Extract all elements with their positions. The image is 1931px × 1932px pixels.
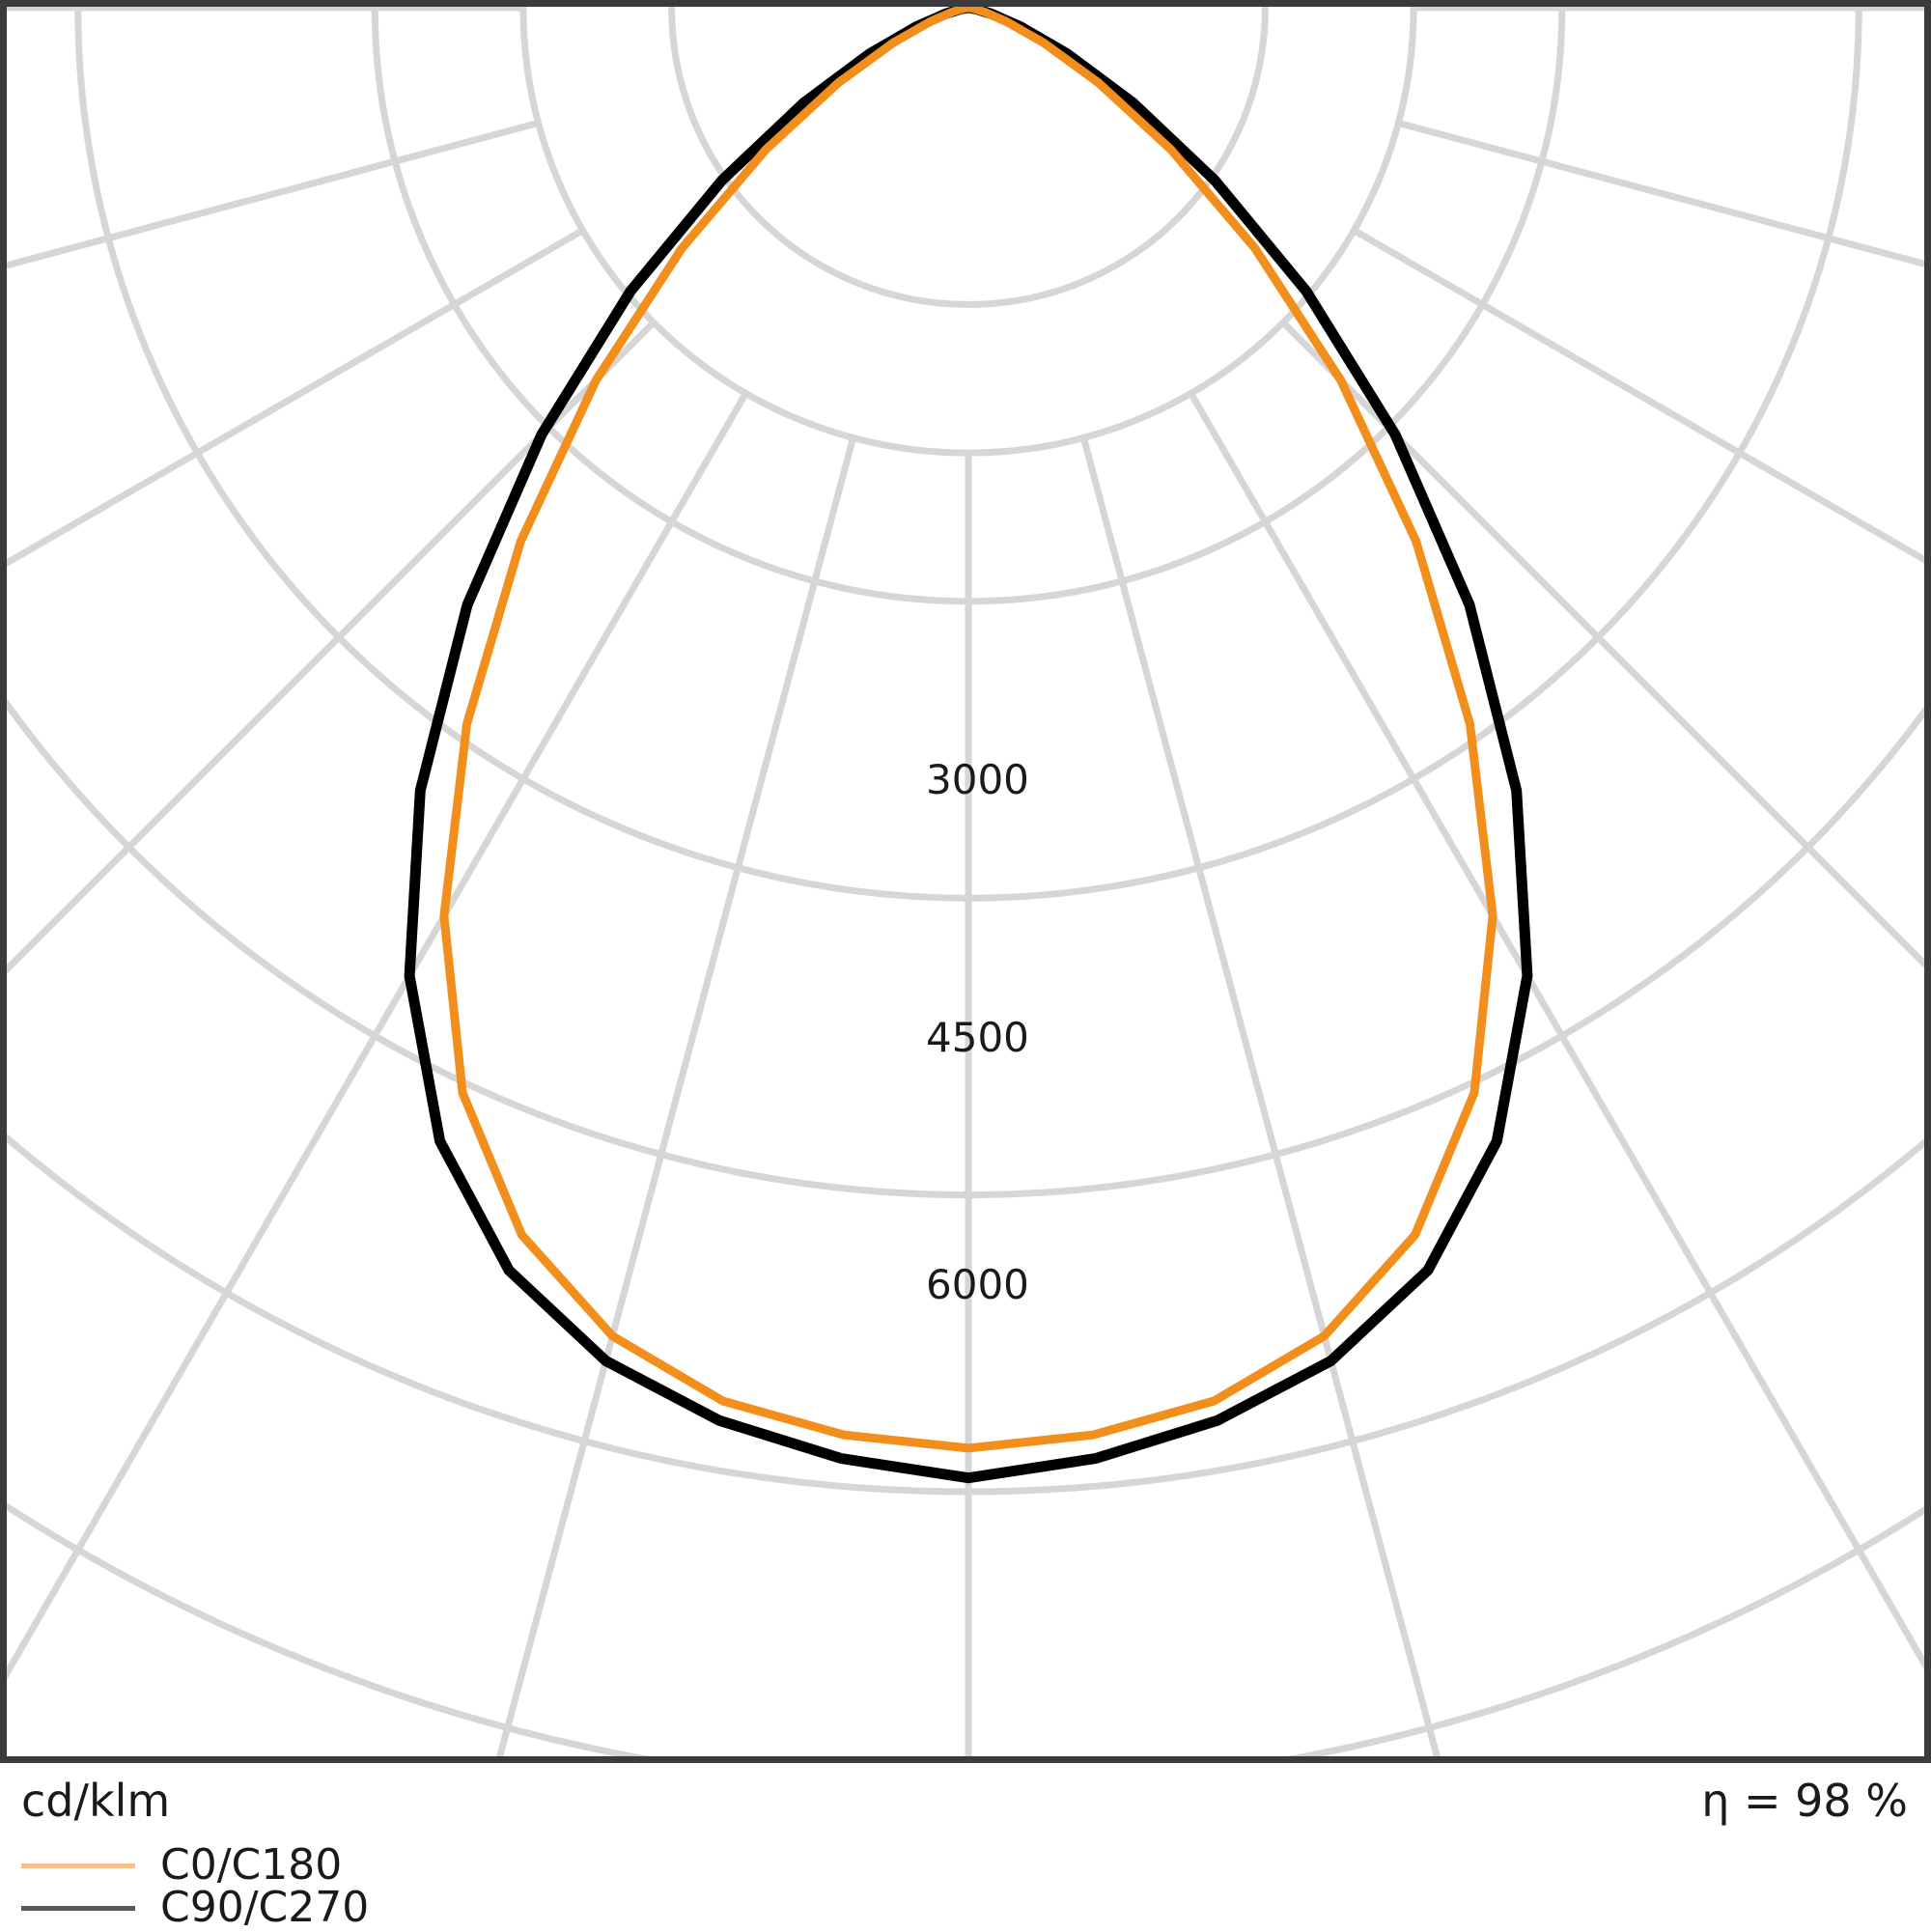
grid-spoke [7,319,658,974]
unit-label: cd/klm [21,1775,171,1827]
grid-spoke [1394,119,1924,267]
grid-ring [7,697,1924,1198]
legend-item-c0-c180: C0/C180 [21,1844,369,1887]
chart-legend: C0/C180 C90/C270 [21,1844,369,1929]
polar-grid [7,7,1924,1756]
curve-c90-c270 [404,7,1533,1484]
legend-label-c0-c180: C0/C180 [160,1840,343,1890]
chart-footer: cd/klm η = 98 % C0/C180 C90/C270 [0,1763,1931,1931]
grid-spoke [1188,389,1924,1670]
distribution-curves [404,7,1533,1484]
grid-spoke [7,227,587,568]
grid-spoke [496,434,857,1756]
legend-item-c90-c270: C90/C270 [21,1887,369,1929]
legend-swatch-c90-c270 [21,1905,135,1911]
grid-ring [371,7,1566,605]
grid-ring [7,1133,1924,1496]
legend-swatch-c0-c180 [21,1862,135,1868]
grid-spoke [7,389,749,1681]
grid-spoke [1279,319,1924,968]
grid-ring [519,7,1417,457]
efficiency-label: η = 98 % [1701,1775,1908,1827]
grid-ring [668,7,1269,308]
radial-tick-label-4500: 4500 [926,1014,1029,1061]
radial-tick-label-6000: 6000 [926,1261,1029,1308]
legend-label-c90-c270: C90/C270 [160,1883,370,1932]
polar-chart-svg [7,7,1924,1756]
radial-tick-label-3000: 3000 [926,756,1029,803]
curve-c0-c180 [439,7,1497,1453]
polar-plot-area: 3000 4500 6000 [0,0,1931,1763]
grid-spoke [7,119,543,269]
grid-spoke [1350,227,1924,564]
grid-spoke [1079,434,1441,1756]
grid-ring [74,7,1862,902]
